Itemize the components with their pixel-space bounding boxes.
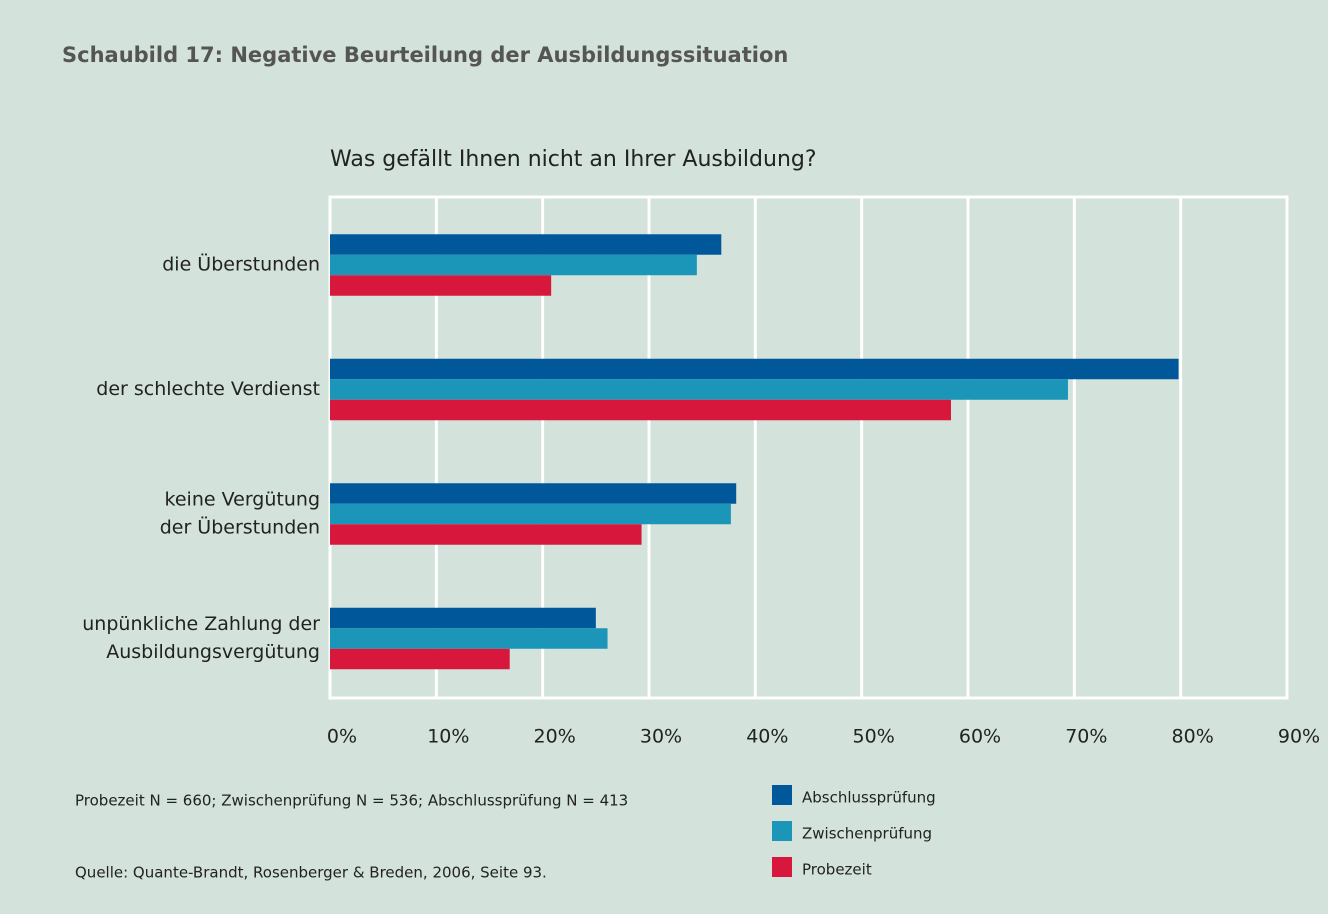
x-tick-label: 0%	[327, 726, 357, 748]
x-tick-label: 20%	[534, 726, 576, 748]
bar	[330, 524, 642, 545]
x-tick-label: 90%	[1278, 726, 1320, 748]
bar	[330, 648, 510, 670]
chart-subtitle: Was gefällt Ihnen nicht an Ihrer Ausbild…	[330, 147, 817, 172]
legend-label: Zwischenprüfung	[802, 825, 932, 843]
bar	[330, 379, 1068, 400]
bar	[330, 358, 1179, 380]
legend-swatch	[772, 857, 792, 877]
bar	[330, 607, 596, 629]
y-tick-label: die Überstunden	[162, 253, 320, 276]
legend-swatch	[772, 821, 792, 841]
x-tick-label: 50%	[853, 726, 895, 748]
bar	[330, 399, 951, 421]
note: Probezeit N = 660; Zwischenprüfung N = 5…	[75, 792, 628, 810]
y-tick-label: unpünkliche Zahlung der	[82, 613, 320, 635]
legend-swatch	[772, 785, 792, 805]
x-tick-label: 40%	[746, 726, 788, 748]
bar	[330, 503, 731, 525]
bar	[330, 628, 608, 649]
x-tick-label: 70%	[1065, 726, 1107, 748]
y-tick-label: Ausbildungsvergütung	[106, 641, 320, 663]
source: Quelle: Quante-Brandt, Rosenberger & Bre…	[75, 864, 547, 882]
x-tick-label: 60%	[959, 726, 1001, 748]
chart-title: Schaubild 17: Negative Beurteilung der A…	[62, 43, 788, 67]
legend-label: Probezeit	[802, 861, 872, 879]
y-tick-label: der schlechte Verdienst	[96, 378, 320, 400]
y-tick-label: der Überstunden	[160, 516, 320, 539]
bar	[330, 254, 697, 276]
x-tick-label: 30%	[640, 726, 682, 748]
x-tick-label: 10%	[427, 726, 469, 748]
bar	[330, 234, 722, 255]
legend-label: Abschlussprüfung	[802, 789, 936, 807]
bar	[330, 275, 552, 296]
y-tick-label: keine Vergütung	[165, 489, 320, 511]
x-tick-label: 80%	[1172, 726, 1214, 748]
bar	[330, 483, 737, 504]
